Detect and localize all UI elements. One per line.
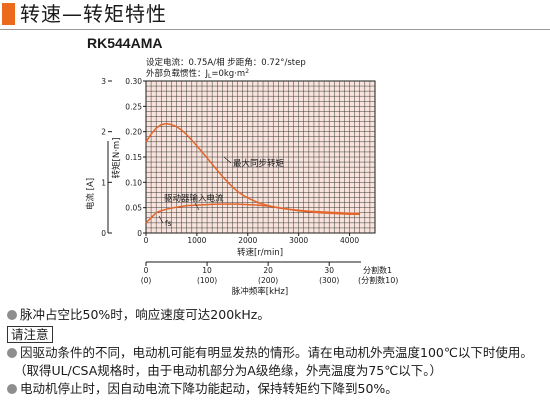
label-max-torque: 最大同步转矩 [233, 158, 285, 169]
condition-line-2-rest: =0kg·m [211, 69, 245, 79]
axes: 0 0.05 0.10 0.15 0.20 0.25 0.30 0 1 2 3 0 1000 2000 30… [101, 77, 359, 245]
pulse-tick-label-divided: (100) [197, 276, 217, 285]
condition-line-2-sub: L [208, 73, 212, 80]
note-heating-text: 因驱动条件的不同，电动机可能有明显发热的情形。请在电动机外壳温度100℃以下时使… [20, 345, 533, 360]
bullet-icon [7, 348, 17, 358]
bullet-icon [7, 384, 17, 394]
header-divider [0, 29, 550, 30]
speed-tick-label: 4000 [340, 236, 359, 245]
input-current-line [145, 203, 360, 224]
note-ul-csa: （取得UL/CSA规格时，由于电动机部分为A级绝缘，外壳温度为75℃以下。） [14, 363, 443, 378]
note-current-down: 电动机停止时，因自动电流下降功能起动，保持转矩约下降到50%。 [6, 380, 546, 398]
label-input-current: 驱动器输入电流 [164, 193, 224, 204]
torque-tick-label: 0.05 [125, 204, 142, 213]
notes: 脉冲占空比50%时，响应速度可达200kHz。 请注意 因驱动条件的不同，电动机… [6, 306, 546, 398]
torque-tick-label: 0 [137, 229, 142, 238]
torque-tick-label: 0.20 [125, 128, 142, 137]
torque-tick-label: 0.15 [125, 153, 142, 162]
torque-tick-label: 0.30 [125, 77, 142, 86]
pulse-tick-label: 0 [144, 266, 149, 275]
speed-tick-label: 3000 [289, 236, 308, 245]
series-layer [145, 122, 360, 224]
note-response: 脉冲占空比50%时，响应速度可达200kHz。 [6, 306, 546, 324]
note-heating: 因驱动条件的不同，电动机可能有明显发热的情形。请在电动机外壳温度100℃以下时使… [6, 344, 546, 362]
current-tick-label: 0 [101, 229, 106, 238]
leader-max-torque [223, 156, 232, 164]
note-response-text: 脉冲占空比50%时，响应速度可达200kHz。 [20, 307, 270, 322]
page-title: 转速—转矩特性 [20, 2, 167, 26]
current-tick-label: 3 [101, 77, 106, 86]
torque-tick-label: 0.10 [125, 178, 142, 187]
condition-line-2: 外部负载惯性：JL=0kg·m2 [146, 68, 249, 80]
y-axis-title-current: 电流 [A] [85, 178, 96, 210]
condition-line-2-text: 外部负载惯性：J [146, 68, 208, 79]
pulse-axis-end-bottom: (分割数10) [358, 275, 398, 285]
speed-tick-label: 0 [144, 236, 149, 245]
header: 转速—转矩特性 [0, 0, 550, 30]
pulse-axis-title: 脉冲频率[kHz] [232, 286, 288, 297]
speed-tick-label: 2000 [238, 236, 257, 245]
torque-tick-label: 0.25 [125, 102, 142, 111]
current-tick-label: 2 [101, 128, 106, 137]
pulse-tick-label-divided: (0) [141, 276, 152, 285]
pulse-tick-label-divided: (200) [258, 276, 278, 285]
y-axis-title-torque: 转矩[N·m] [111, 138, 122, 179]
leader-fs [158, 215, 164, 224]
leader-input-current [194, 202, 200, 211]
x-axis-title: 转速[r/min] [237, 247, 283, 258]
pulse-tick-label: 10 [202, 266, 212, 275]
header-accent-bar [2, 3, 15, 25]
pulse-tick-label: 20 [263, 266, 273, 275]
condition-line-1: 设定电流：0.75A/相 步距角：0.72°/step [146, 57, 306, 68]
current-tick-label: 1 [101, 178, 106, 187]
pulse-axis-end-top: 分割数1 [363, 265, 392, 275]
pulse-tick-label-divided: (300) [319, 276, 339, 285]
speed-tick-label: 1000 [187, 236, 206, 245]
pulse-frequency-axis: 分割数1 (分割数10) 脉冲频率[kHz] 0(0) 10(100) 20(200… [141, 261, 398, 297]
bullet-icon [7, 310, 17, 320]
model-name: RK544AMA [87, 35, 163, 51]
condition-line-2-sup: 2 [245, 68, 249, 75]
speed-torque-chart: 设定电流：0.75A/相 步距角：0.72°/step 外部负载惯性：JL=0k… [85, 57, 398, 297]
note-current-down-text: 电动机停止时，因自动电流下降功能起动，保持转矩约下降到50%。 [20, 381, 398, 396]
annotation-fs: fs [165, 219, 172, 228]
caution-label: 请注意 [7, 326, 53, 343]
pulse-tick-label: 30 [324, 266, 334, 275]
